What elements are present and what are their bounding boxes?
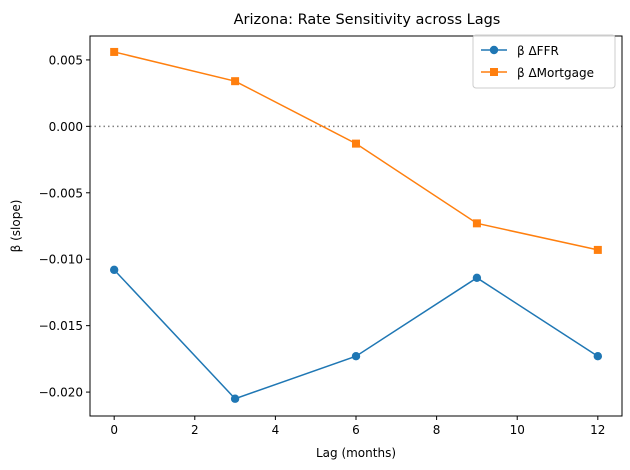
legend-marker-ffr	[489, 45, 499, 55]
data-point-mortgage	[593, 245, 602, 254]
data-point-ffr	[593, 352, 603, 361]
y-axis-label: β (slope)	[9, 200, 23, 253]
data-point-mortgage	[110, 47, 119, 56]
data-point-mortgage	[472, 219, 481, 228]
y-axis: 0.005 0.000 −0.005 −0.010 −0.015 −0.020	[39, 53, 90, 400]
x-tick-label: 10	[510, 423, 525, 437]
data-point-mortgage	[352, 139, 360, 148]
data-point-ffr	[109, 265, 119, 275]
x-tick-label: 6	[352, 423, 360, 437]
data-point-mortgage	[231, 77, 240, 86]
y-tick-label: −0.015	[39, 319, 83, 333]
x-axis: 0 2 4 6 8 10 12	[110, 416, 605, 437]
legend-label-ffr: β ΔFFR	[517, 44, 559, 58]
x-tick-label: 12	[590, 423, 605, 437]
y-tick-label: −0.005	[39, 186, 83, 200]
legend: β ΔFFR β ΔMortgage	[472, 34, 616, 89]
data-point-ffr	[351, 352, 361, 361]
x-tick-label: 0	[110, 423, 118, 437]
x-tick-label: 8	[433, 423, 441, 437]
y-tick-label: 0.000	[49, 120, 83, 134]
x-tick-label: 4	[272, 423, 280, 437]
x-tick-label: 2	[191, 423, 199, 437]
y-tick-label: 0.005	[49, 53, 83, 67]
series-layer	[109, 47, 603, 403]
y-tick-label: −0.020	[39, 386, 83, 400]
x-axis-label: Lag (months)	[316, 446, 396, 460]
y-tick-label: −0.010	[39, 253, 83, 267]
legend-label-mortgage: β ΔMortgage	[517, 66, 594, 80]
data-point-ffr	[472, 273, 482, 283]
legend-marker-mortgage	[490, 68, 498, 76]
data-point-ffr	[230, 394, 240, 403]
chart-title: Arizona: Rate Sensitivity across Lags	[234, 12, 501, 28]
legend-box	[472, 34, 616, 89]
